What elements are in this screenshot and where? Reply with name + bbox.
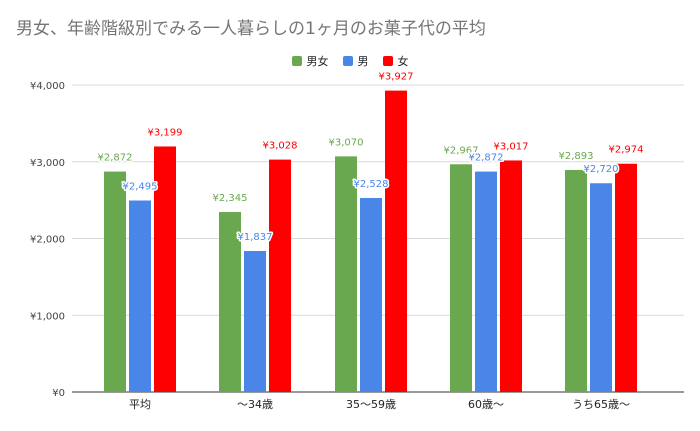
bar-3-3[interactable]	[385, 90, 407, 392]
bar-2-5[interactable]	[590, 183, 612, 392]
legend-item-1[interactable]: 男女	[291, 53, 329, 69]
legend-swatch	[342, 56, 353, 66]
bar-1-5[interactable]	[565, 169, 587, 392]
x-tick-label: 60歳〜	[468, 398, 504, 411]
bar-3-4[interactable]	[500, 160, 522, 392]
data-label: ¥3,017	[494, 141, 529, 152]
chart-title: 男女、年齢階級別でみる一人暮らしの1ヶ月のお菓子代の平均	[16, 19, 486, 39]
legend-swatch	[382, 56, 393, 66]
legend-label: 男女	[306, 55, 329, 68]
bar-3-5[interactable]	[615, 163, 637, 392]
bar-1-4[interactable]	[450, 164, 472, 392]
bar-2-4[interactable]	[475, 171, 497, 392]
legend-item-2[interactable]: 男	[342, 53, 369, 69]
data-label: ¥2,893	[559, 151, 594, 162]
data-label: ¥3,070	[329, 137, 364, 148]
data-label: ¥2,345	[213, 193, 248, 204]
data-label: ¥2,974	[609, 145, 644, 156]
y-tick-label: ¥4,000	[30, 81, 65, 92]
x-tick-label: うち65歳〜	[572, 398, 630, 411]
y-tick-label: ¥3,000	[30, 158, 65, 169]
y-tick-label: ¥2,000	[30, 235, 65, 246]
legend-label: 男	[357, 55, 369, 68]
y-tick-label: ¥1,000	[30, 311, 65, 322]
data-label: ¥3,028	[263, 141, 298, 152]
bar-2-1[interactable]	[129, 200, 151, 392]
bar-3-1[interactable]	[154, 146, 176, 392]
x-tick-label: 35〜59歳	[346, 398, 396, 411]
bar-2-3[interactable]	[360, 197, 382, 392]
legend-label: 女	[397, 55, 409, 68]
data-label: ¥3,199	[148, 127, 183, 138]
bar-1-3[interactable]	[335, 156, 357, 392]
data-label: ¥2,967	[444, 145, 479, 156]
data-label: ¥1,837	[238, 232, 273, 243]
data-label: ¥2,720	[584, 164, 619, 175]
legend-item-3[interactable]: 女	[382, 53, 409, 69]
bar-2-2[interactable]	[244, 251, 266, 392]
data-label: ¥2,872	[469, 153, 504, 164]
data-label: ¥2,528	[354, 179, 389, 190]
data-label: ¥2,872	[98, 153, 133, 164]
bar-1-2[interactable]	[219, 212, 241, 392]
data-label: ¥3,927	[379, 72, 414, 83]
legend: 男女男女	[0, 52, 700, 70]
x-tick-label: 〜34歳	[237, 398, 273, 411]
data-label: ¥2,495	[123, 182, 158, 193]
y-tick-label: ¥0	[52, 388, 65, 399]
bar-3-2[interactable]	[269, 159, 291, 392]
bar-1-1[interactable]	[104, 171, 126, 392]
x-tick-label: 平均	[129, 398, 151, 411]
legend-swatch	[291, 56, 302, 66]
